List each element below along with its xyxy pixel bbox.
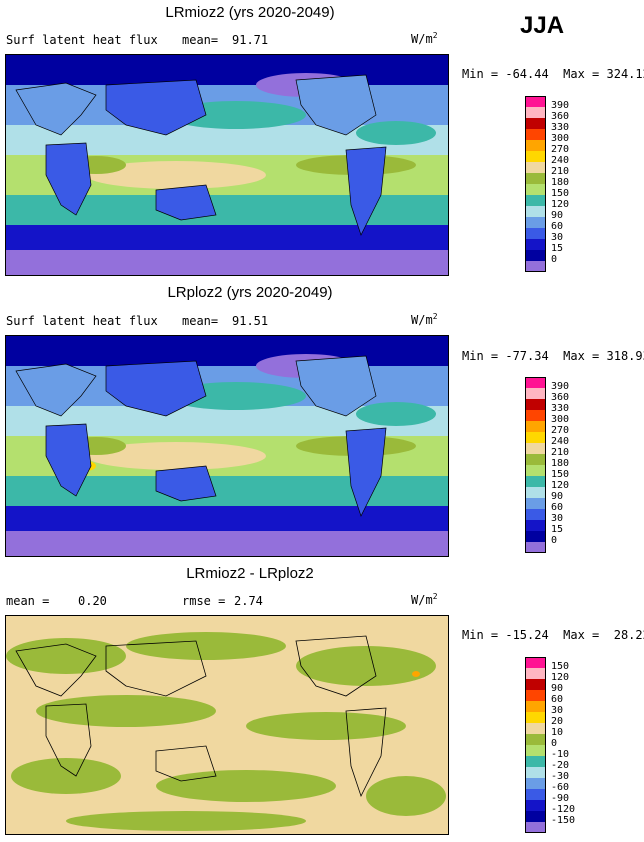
colorbar-label: 60 xyxy=(551,694,564,705)
panel-1-mean-label: mean= xyxy=(182,33,219,47)
colorbar-label: -90 xyxy=(551,793,570,804)
panel-2-variable-label: Surf latent heat flux xyxy=(6,314,158,328)
colorbar-label: 330 xyxy=(551,403,570,414)
panel-3-minmax: Min = -15.24 Max = 28.22 xyxy=(462,628,644,642)
colorbar-label: 30 xyxy=(551,705,564,716)
colorbar-label: -10 xyxy=(551,749,570,760)
colorbar-label: 90 xyxy=(551,683,564,694)
colorbar-label: -30 xyxy=(551,771,570,782)
panel-1-units: W/m2 xyxy=(411,31,438,46)
colorbar-frame xyxy=(525,377,546,553)
colorbar-label: -120 xyxy=(551,804,576,815)
panel-1-title: LRmioz2 (yrs 2020-2049) xyxy=(165,4,335,21)
colorbar-label: 30 xyxy=(551,513,564,524)
colorbar-label: 210 xyxy=(551,447,570,458)
colorbar-label: 15 xyxy=(551,243,564,254)
colorbar-label: 210 xyxy=(551,166,570,177)
panel-1-minmax: Min = -64.44 Max = 324.12 xyxy=(462,67,644,81)
colorbar-label: 240 xyxy=(551,155,570,166)
panel-1-colorbar: 390 360 330 300 270 240 210 180 150 120 90 60 30 15 0 xyxy=(525,96,615,272)
colorbar-label: 10 xyxy=(551,727,564,738)
panel-2-mean-label: mean= xyxy=(182,314,219,328)
colorbar-label: 60 xyxy=(551,221,564,232)
colorbar-label: 360 xyxy=(551,111,570,122)
colorbar-label: 270 xyxy=(551,425,570,436)
colorbar-frame xyxy=(525,657,546,833)
panel-2-minmax: Min = -77.34 Max = 318.93 xyxy=(462,349,644,363)
colorbar-label: 0 xyxy=(551,254,558,265)
colorbar-label: 120 xyxy=(551,199,570,210)
colorbar-label: 150 xyxy=(551,661,570,672)
colorbar-label: 390 xyxy=(551,100,570,111)
colorbar-frame xyxy=(525,96,546,272)
colorbar-label: 150 xyxy=(551,469,570,480)
colorbar-label: -150 xyxy=(551,815,576,826)
colorbar-label: 90 xyxy=(551,210,564,221)
season-label: JJA xyxy=(520,12,565,39)
colorbar-label: 240 xyxy=(551,436,570,447)
panel-3-map xyxy=(5,615,449,835)
panel-2-colorbar: 390 360 330 300 270 240 210 180 150 120 90 60 30 15 0 xyxy=(525,377,615,553)
colorbar-label: 0 xyxy=(551,738,558,749)
colorbar-label: 390 xyxy=(551,381,570,392)
panel-1-mean-value: 91.71 xyxy=(232,33,269,47)
panel-2-map xyxy=(5,335,449,557)
colorbar-label: -20 xyxy=(551,760,570,771)
panel-2-mean-value: 91.51 xyxy=(232,314,269,328)
colorbar-label: -60 xyxy=(551,782,570,793)
colorbar-label: 120 xyxy=(551,480,570,491)
colorbar-label: 90 xyxy=(551,491,564,502)
panel-3-rmse-value: 2.74 xyxy=(234,594,263,608)
panel-3-mean-value: 0.20 xyxy=(78,594,107,608)
panel-3-colorbar: 150 120 90 60 30 20 10 0 -10 -20 -30 -60 -90 -120 -150 xyxy=(525,657,615,833)
panel-3-title: LRmioz2 - LRploz2 xyxy=(186,565,314,582)
colorbar-label: 300 xyxy=(551,414,570,425)
colorbar-label: 120 xyxy=(551,672,570,683)
colorbar-label: 270 xyxy=(551,144,570,155)
colorbar-label: 15 xyxy=(551,524,564,535)
panel-3-mean-label: mean = xyxy=(6,594,50,608)
panel-1-variable-label: Surf latent heat flux xyxy=(6,33,158,47)
colorbar-label: 20 xyxy=(551,716,564,727)
panel-3-units: W/m2 xyxy=(411,592,438,607)
panel-2-title: LRploz2 (yrs 2020-2049) xyxy=(167,284,333,301)
panel-2-units: W/m2 xyxy=(411,312,438,327)
colorbar-label: 330 xyxy=(551,122,570,133)
colorbar-label: 360 xyxy=(551,392,570,403)
colorbar-label: 60 xyxy=(551,502,564,513)
colorbar-label: 0 xyxy=(551,535,558,546)
panel-3-rmse-label: rmse = xyxy=(182,594,226,608)
panel-1-map xyxy=(5,54,449,276)
colorbar-label: 180 xyxy=(551,458,570,469)
colorbar-label: 300 xyxy=(551,133,570,144)
colorbar-label: 30 xyxy=(551,232,564,243)
colorbar-label: 150 xyxy=(551,188,570,199)
colorbar-label: 180 xyxy=(551,177,570,188)
